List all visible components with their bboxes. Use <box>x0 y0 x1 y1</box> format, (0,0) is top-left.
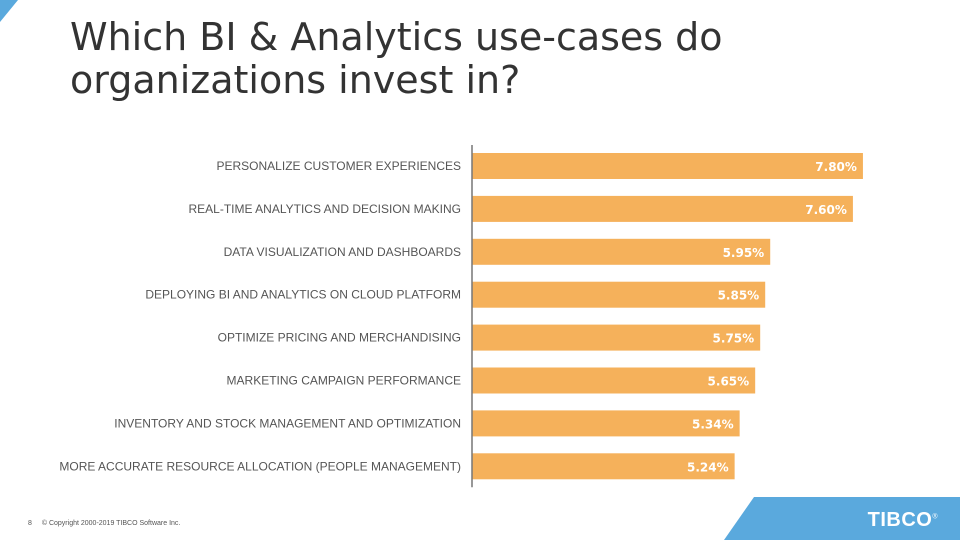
category-label: DEPLOYING BI AND ANALYTICS ON CLOUD PLAT… <box>145 288 461 302</box>
data-label: 5.95% <box>723 246 765 260</box>
category-label: INVENTORY AND STOCK MANAGEMENT AND OPTIM… <box>114 416 461 430</box>
page-title: Which BI & Analytics use-cases do organi… <box>70 15 723 102</box>
bar <box>472 195 853 222</box>
bar <box>472 153 863 179</box>
bar <box>472 367 756 394</box>
page-number: 8 <box>28 520 32 527</box>
data-label: 5.65% <box>708 375 750 389</box>
data-label: 5.24% <box>687 460 729 474</box>
registered-mark: ® <box>932 513 938 521</box>
data-label: 5.34% <box>692 417 734 431</box>
category-label: REAL-TIME ANALYTICS AND DECISION MAKING <box>189 202 462 216</box>
logo-wordmark: TIBCO <box>867 509 933 531</box>
category-label: DATA VISUALIZATION AND DASHBOARDS <box>224 245 461 259</box>
bar <box>472 324 761 351</box>
footer: 8 © Copyright 2000-2019 TIBCO Software I… <box>28 520 188 527</box>
category-label: MORE ACCURATE RESOURCE ALLOCATION (PEOPL… <box>59 459 461 473</box>
bar <box>472 238 771 265</box>
bar <box>472 410 740 437</box>
data-label: 5.75% <box>713 332 755 346</box>
category-label: MARKETING CAMPAIGN PERFORMANCE <box>227 374 461 388</box>
category-label: PERSONALIZE CUSTOMER EXPERIENCES <box>217 159 462 173</box>
copyright-text: © Copyright 2000-2019 TIBCO Software Inc… <box>41 520 181 527</box>
category-label: OPTIMIZE PRICING AND MERCHANDISING <box>218 331 461 345</box>
data-label: 7.60% <box>805 203 847 217</box>
bar <box>472 453 735 480</box>
corner-accent <box>0 0 18 22</box>
data-label: 7.80% <box>815 160 857 174</box>
data-label: 5.85% <box>718 289 760 303</box>
logo-band: TIBCO® <box>724 497 960 540</box>
bar <box>472 281 766 308</box>
tibco-logo: TIBCO® <box>868 509 938 532</box>
